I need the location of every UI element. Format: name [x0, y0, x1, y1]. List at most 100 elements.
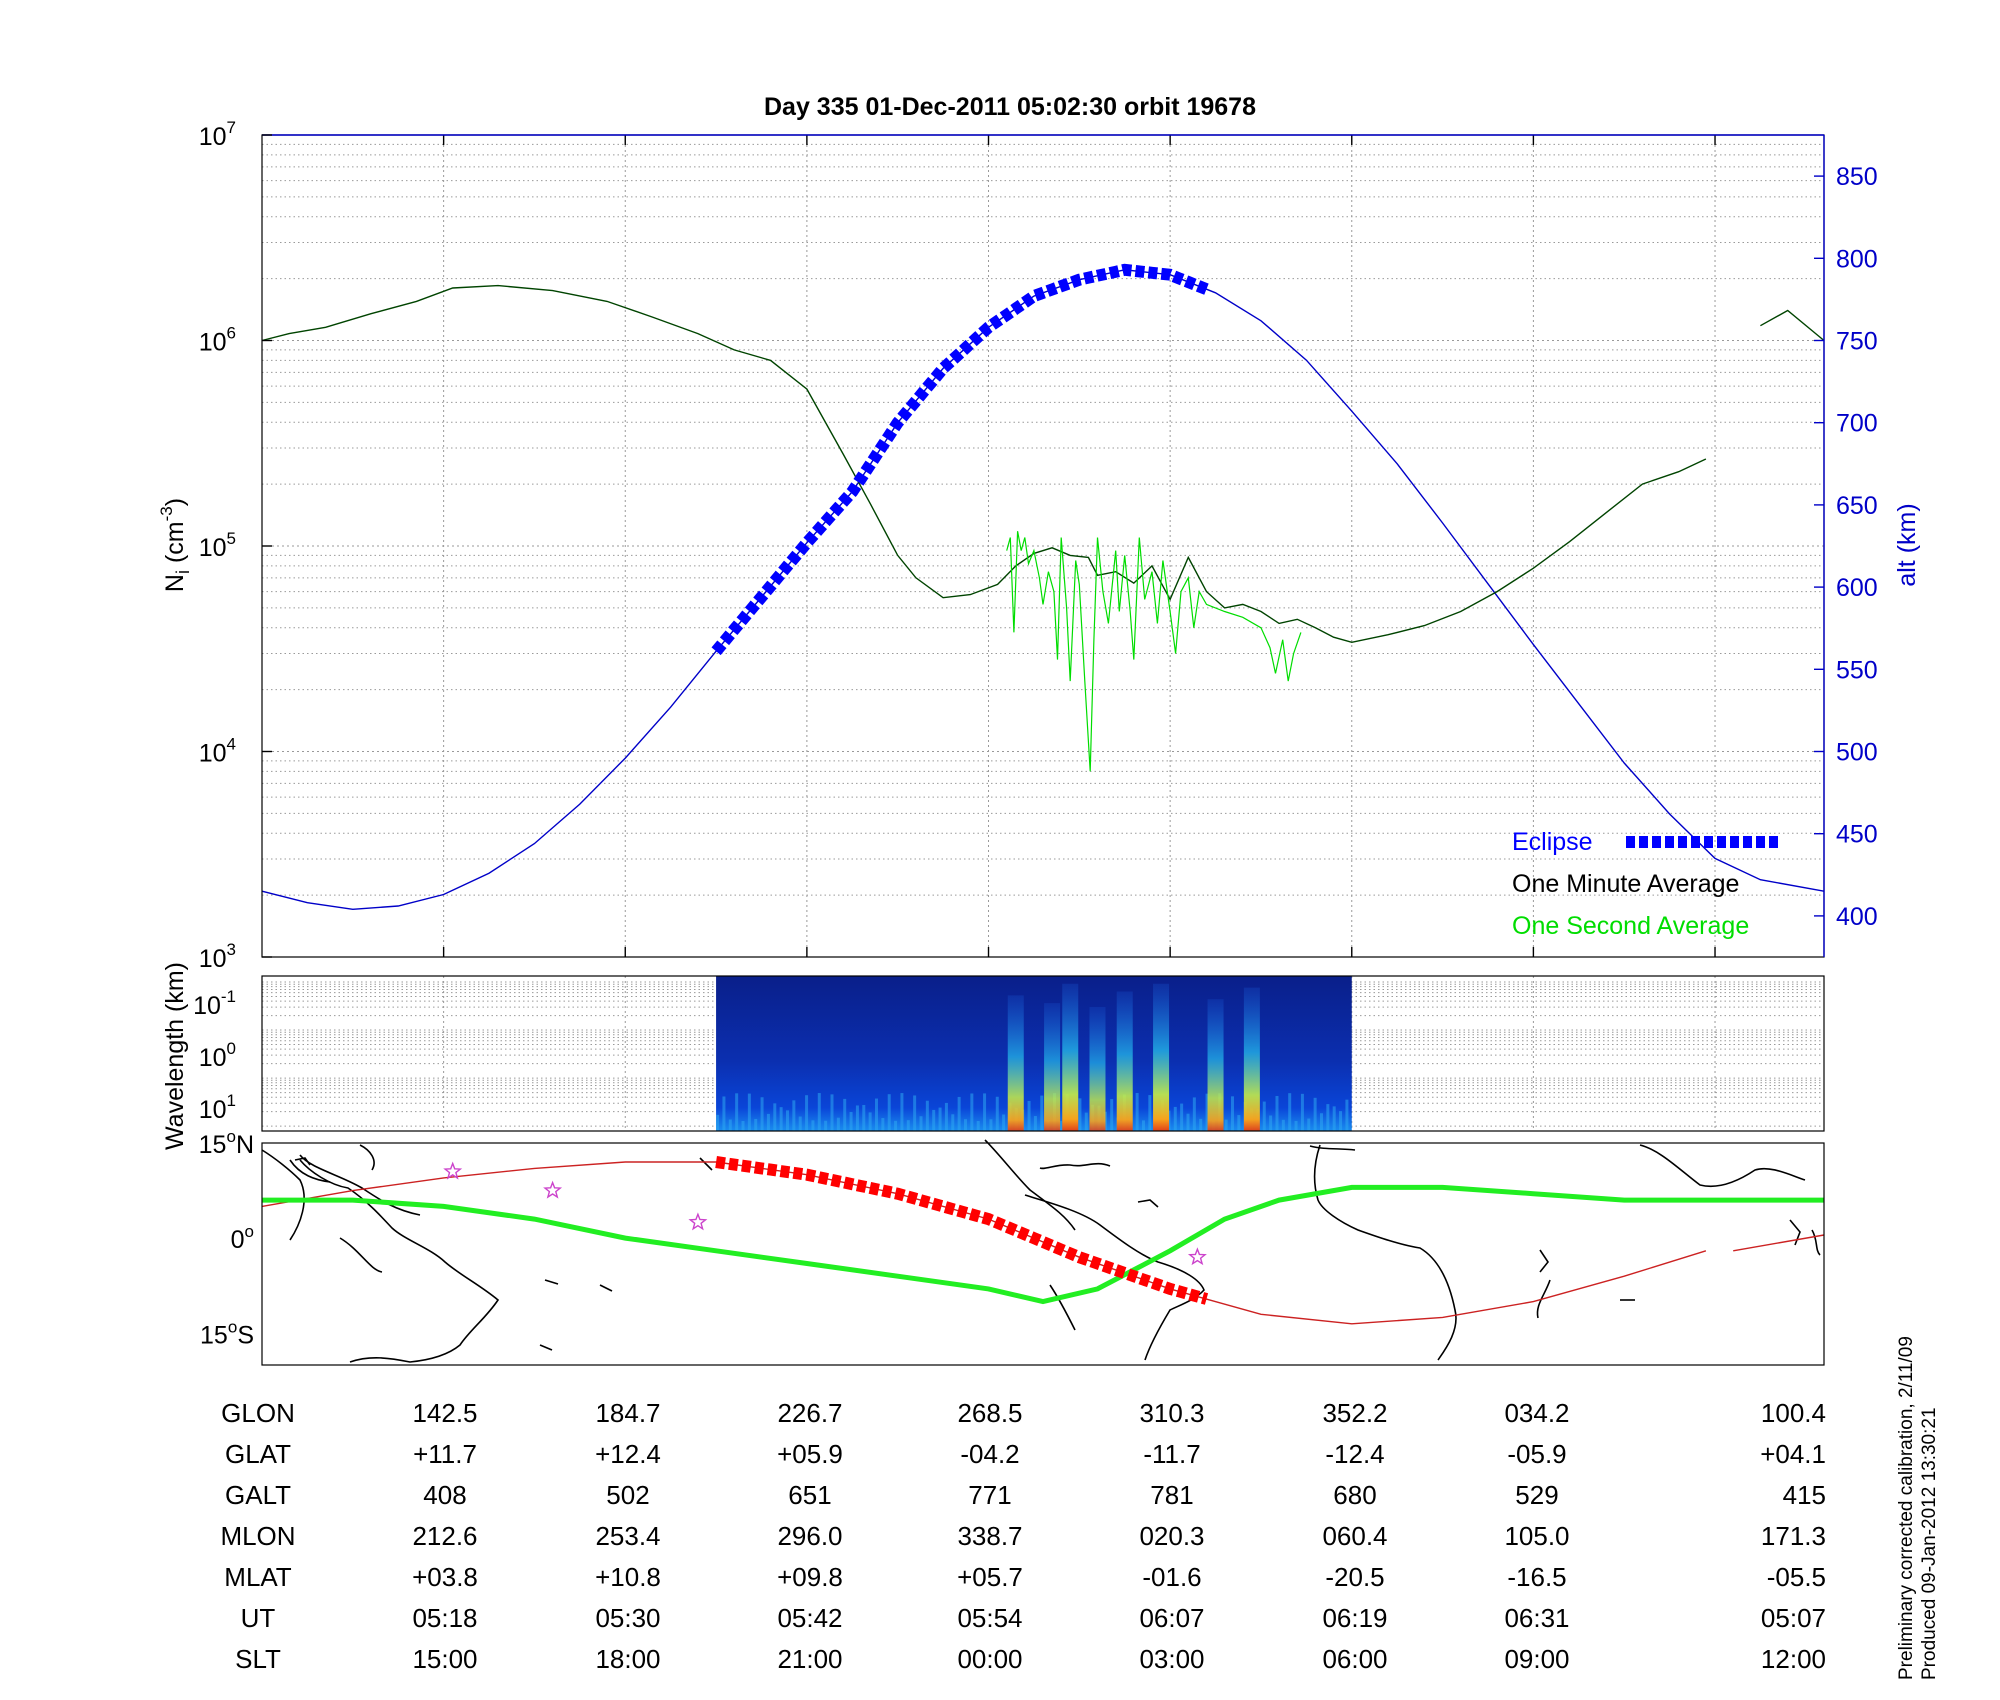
spectrogram-noise-column [1199, 1118, 1203, 1131]
spectrogram-noise-column [735, 1093, 739, 1131]
spectrogram-burst [1089, 1007, 1106, 1131]
spectrogram-noise-column [754, 1118, 758, 1131]
produced-note: Produced 09-Jan-2012 13:30:21 [1919, 1407, 1940, 1680]
spectrogram-burst [1116, 991, 1133, 1131]
spectrogram-burst [1243, 987, 1260, 1131]
table-cell: 15:00 [412, 1644, 477, 1674]
table-cell: 18:00 [595, 1644, 660, 1674]
table-cell: 415 [1783, 1480, 1826, 1510]
coastline-segment-5 [359, 1144, 375, 1171]
spectrogram-noise-column [913, 1095, 917, 1131]
one-minute-average-tail-line [1760, 309, 1825, 342]
coastline-segment-24 [1811, 1229, 1821, 1256]
table-cell: -01.6 [1142, 1562, 1201, 1592]
table-cell: 184.7 [595, 1398, 660, 1428]
coastline-segment-22 [1639, 1144, 1806, 1188]
star-marker [688, 1212, 708, 1231]
one-second-average-line [1006, 531, 1302, 772]
coastline-segment-8 [544, 1279, 559, 1285]
spectrogram-noise-column [906, 1120, 910, 1131]
coastline-segment-16 [1137, 1199, 1159, 1208]
spectrogram-noise-column [1326, 1104, 1330, 1131]
table-cell: 268.5 [957, 1398, 1022, 1428]
table-cell: 352.2 [1322, 1398, 1387, 1428]
spectrogram-noise-column [1192, 1097, 1196, 1131]
table-cell: +03.8 [412, 1562, 478, 1592]
spectrogram-noise-column [1307, 1118, 1311, 1131]
map-stars [443, 1161, 1207, 1266]
spectrogram-noise-column [1180, 1103, 1184, 1131]
spectrogram-noise-column [900, 1093, 904, 1131]
map-y-ticks: 15oN 0o 15oS [199, 1127, 254, 1349]
spectrogram-noise-column [1300, 1093, 1304, 1131]
coastline-segment-17 [1313, 1144, 1457, 1361]
table-row-label: GALT [225, 1480, 291, 1510]
spectrogram-panel: 10-1 100 101 Wavelength (km) [161, 962, 1825, 1150]
spectrogram-noise-column [995, 1096, 999, 1131]
spectrogram-noise-column [1294, 1120, 1298, 1131]
altitude-y-tick-label: 450 [1836, 821, 1878, 849]
spectrogram-noise-column [747, 1093, 751, 1131]
coastline-segment-12 [984, 1139, 1076, 1231]
spectrogram-noise-column [1288, 1093, 1292, 1131]
spectrogram-noise-column [728, 1119, 732, 1131]
spectrogram-noise-column [932, 1109, 936, 1131]
coastline-segment-18 [1309, 1145, 1356, 1151]
table-row-label: GLON [221, 1398, 295, 1428]
spectrogram-noise-column [798, 1116, 802, 1131]
spectrogram-noise-column [938, 1107, 942, 1131]
coastline-segment-13 [1039, 1162, 1111, 1170]
table-cell: +11.7 [413, 1439, 477, 1469]
table-cell: 06:19 [1322, 1603, 1387, 1633]
table-row-label: UT [241, 1603, 276, 1633]
coastline-segment-15 [1049, 1284, 1076, 1331]
table-cell: 21:00 [777, 1644, 842, 1674]
table-cell: 05:42 [777, 1603, 842, 1633]
coastline-segment-19 [1539, 1249, 1549, 1273]
spectrogram-noise-column [970, 1093, 974, 1131]
density-y-tick-label: 104 [199, 735, 236, 768]
table-cell: 502 [606, 1480, 649, 1510]
altitude-y-tick-label: 550 [1836, 656, 1878, 684]
altitude-y-tick-label: 500 [1836, 739, 1878, 767]
spectrogram-noise-column [887, 1094, 891, 1131]
spectrogram-noise-column [1040, 1095, 1044, 1131]
table-cell: +05.9 [777, 1439, 843, 1469]
table-cell: 05:18 [412, 1603, 477, 1633]
coastline-segment-1 [299, 1159, 500, 1363]
altitude-y-tick-label: 850 [1836, 163, 1878, 191]
density-y-tick-label: 106 [199, 324, 236, 357]
table-cell: 310.3 [1139, 1398, 1204, 1428]
spectrogram-noise-column [817, 1093, 821, 1131]
ephemeris-table: GLON 142.5 184.7 226.7 268.5 310.3 352.2 034.2 1… [220, 1398, 1826, 1674]
altitude-y-axis-label: alt (km) [1893, 503, 1921, 586]
eclipse-track-line [715, 1156, 1209, 1305]
table-cell: +04.1 [1760, 1439, 1826, 1469]
table-cell: +12.4 [595, 1439, 661, 1469]
spectrogram-noise-column [855, 1105, 859, 1131]
spectrogram-noise-column [951, 1114, 955, 1131]
coastline-segment-2 [261, 1149, 305, 1241]
magnetic-equator-line [262, 1184, 1824, 1305]
spectrogram-burst [1153, 983, 1170, 1131]
star-marker [443, 1161, 463, 1180]
table-cell: 142.5 [412, 1398, 477, 1428]
table-cell: +10.8 [595, 1562, 661, 1592]
table-cell: 105.0 [1504, 1521, 1569, 1551]
spectrogram-noise-column [1078, 1098, 1082, 1131]
spectrogram-noise-column [881, 1117, 885, 1131]
coastline-segment-4 [339, 1237, 383, 1273]
table-cell: 034.2 [1504, 1398, 1569, 1428]
coastline-segment-14 [1024, 1194, 1205, 1361]
spectrogram-noise-column [1002, 1114, 1006, 1131]
spectrogram-noise-column [773, 1103, 777, 1131]
table-cell: +05.7 [957, 1562, 1023, 1592]
spectrogram-noise-column [919, 1116, 923, 1131]
legend-one-minute-label: One Minute Average [1512, 870, 1739, 898]
spectrogram-noise-column [1345, 1099, 1349, 1131]
map-panel: 15oN 0o 15oS [199, 1127, 1825, 1366]
table-cell: -11.7 [1143, 1439, 1200, 1469]
coastline-segment-23 [1789, 1219, 1801, 1246]
